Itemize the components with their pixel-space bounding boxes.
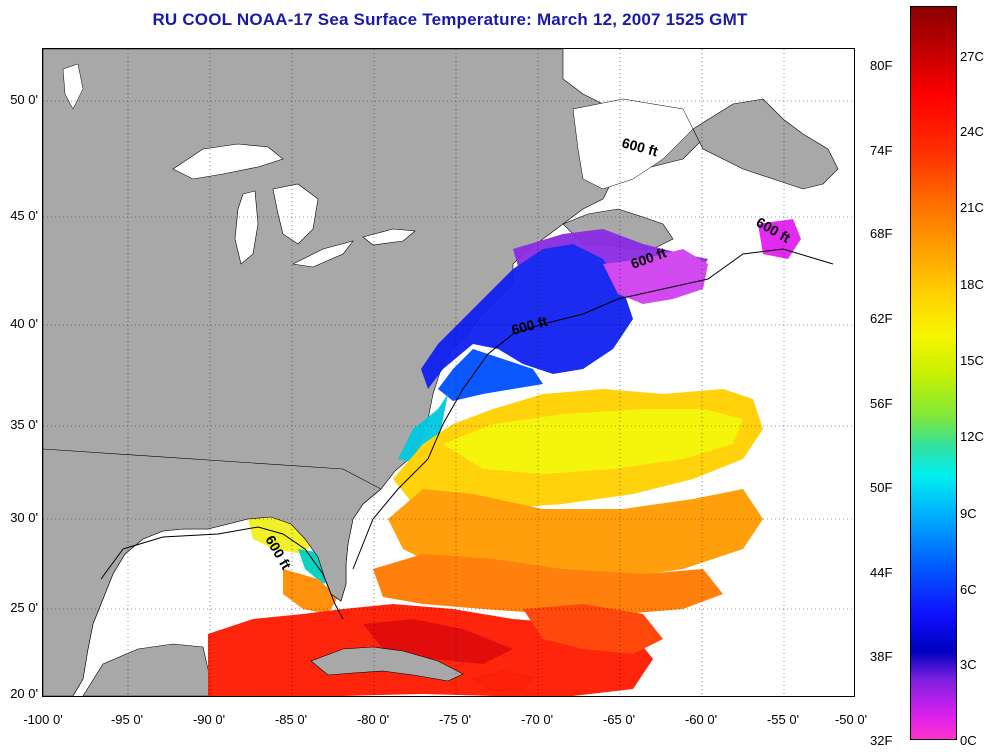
colorbar-f-label: 68F: [870, 226, 893, 241]
colorbar-c-label: 12C: [960, 429, 984, 444]
lake-winnipeg: [62, 63, 84, 110]
lat-label: 45 0': [10, 208, 38, 223]
lake-huron: [272, 183, 319, 245]
map-title: RU COOL NOAA-17 Sea Surface Temperature:…: [152, 10, 748, 29]
colorbar-f-label: 50F: [870, 480, 893, 495]
colorbar-c-label: 0C: [960, 733, 977, 748]
temperature-colorbar: [910, 6, 957, 740]
lake-ontario: [362, 228, 416, 246]
lon-label: -90 0': [192, 712, 226, 727]
lon-label: -50 0': [834, 712, 868, 727]
lat-label: 35 0': [10, 417, 38, 432]
lon-label: -55 0': [766, 712, 800, 727]
colorbar-f-label: 62F: [870, 311, 893, 326]
lon-label: -85 0': [274, 712, 308, 727]
lake-michigan: [234, 190, 259, 265]
lat-label: 25 0': [10, 600, 38, 615]
lon-label: -75 0': [438, 712, 472, 727]
colorbar-c-label: 24C: [960, 124, 984, 139]
lon-label: -65 0': [602, 712, 636, 727]
colorbar-c-label: 21C: [960, 200, 984, 215]
isobath-600ft: [100, 248, 834, 620]
colorbar-f-label: 74F: [870, 143, 893, 158]
colorbar-c-label: 18C: [960, 277, 984, 292]
land-newfoundland: [692, 98, 839, 190]
lon-label: -60 0': [684, 712, 718, 727]
lon-label: -80 0': [356, 712, 390, 727]
sst-data: [208, 219, 801, 696]
map-canvas: 600 ft 600 ft 600 ft 600 ft 600 ft: [43, 49, 854, 696]
colorbar-c-label: 6C: [960, 582, 977, 597]
lat-label: 20 0': [10, 686, 38, 701]
gulf-st-lawrence: [572, 98, 694, 190]
lat-label: 40 0': [10, 316, 38, 331]
colorbar-f-label: 56F: [870, 396, 893, 411]
colorbar-f-label: 80F: [870, 58, 893, 73]
lat-label: 50 0': [10, 92, 38, 107]
colorbar-c-label: 9C: [960, 506, 977, 521]
lon-label: -95 0': [110, 712, 144, 727]
colorbar-f-label: 38F: [870, 649, 893, 664]
colorbar-c-label: 27C: [960, 49, 984, 64]
colorbar-f-label: 32F: [870, 733, 893, 748]
lon-label: -70 0': [520, 712, 554, 727]
colorbar-c-label: 3C: [960, 657, 977, 672]
colorbar-c-label: 15C: [960, 353, 984, 368]
colorbar-f-label: 44F: [870, 565, 893, 580]
lon-label: -100 0': [23, 712, 63, 727]
lat-label: 30 0': [10, 510, 38, 525]
lake-erie: [292, 240, 354, 268]
lake-superior: [172, 143, 284, 180]
sst-map[interactable]: 600 ft 600 ft 600 ft 600 ft 600 ft: [42, 48, 855, 697]
